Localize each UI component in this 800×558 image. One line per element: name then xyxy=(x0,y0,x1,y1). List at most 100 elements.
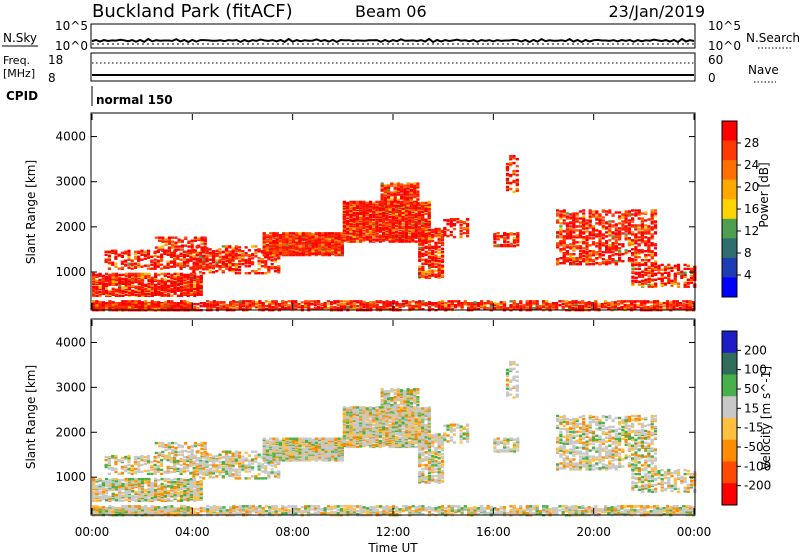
power-cell xyxy=(379,306,382,308)
power-cell xyxy=(522,304,525,306)
power-cell xyxy=(467,302,470,304)
power-cell xyxy=(670,285,673,287)
power-cell xyxy=(218,248,221,250)
power-cell xyxy=(334,232,337,234)
power-cell xyxy=(118,254,121,256)
power-cell xyxy=(192,255,195,257)
power-cell xyxy=(425,251,428,253)
power-cell xyxy=(605,213,608,215)
power-cell xyxy=(111,262,114,264)
power-cell xyxy=(144,288,147,290)
power-cell xyxy=(99,291,102,293)
power-cell xyxy=(288,304,291,306)
power-cell xyxy=(450,218,453,220)
power-cell xyxy=(292,232,295,234)
power-cell xyxy=(192,266,195,268)
power-cell xyxy=(213,300,216,302)
power-cell xyxy=(582,209,585,211)
power-cell xyxy=(654,273,657,275)
power-cell xyxy=(245,259,248,261)
power-cell xyxy=(302,242,305,244)
power-cell xyxy=(466,218,469,220)
power-cell xyxy=(644,240,647,242)
power-cell xyxy=(595,233,598,235)
power-cell xyxy=(425,302,428,304)
power-cell xyxy=(605,245,608,247)
nsky-panel: N.Sky 10^5 10^0 10^5 10^0 N.Search xyxy=(2,19,800,53)
power-cell xyxy=(579,225,582,227)
power-cell xyxy=(425,228,428,230)
power-cell xyxy=(428,306,431,308)
power-cell xyxy=(387,195,390,197)
power-cell xyxy=(108,268,111,270)
power-cell xyxy=(271,306,274,308)
power-cell xyxy=(569,253,572,255)
power-cell xyxy=(236,304,239,306)
power-echo-cells xyxy=(92,155,696,311)
power-cell xyxy=(170,295,173,297)
power-cell xyxy=(563,222,566,224)
power-cell xyxy=(225,263,228,265)
power-cell xyxy=(128,300,131,302)
power-cell xyxy=(131,268,134,270)
power-cell xyxy=(463,221,466,223)
power-cell xyxy=(124,260,127,262)
power-cell xyxy=(167,285,170,287)
power-cell xyxy=(288,300,291,302)
power-cell xyxy=(315,232,318,234)
power-cell xyxy=(680,271,683,273)
power-cell xyxy=(576,217,579,219)
power-cell xyxy=(199,267,202,269)
power-cell xyxy=(272,232,275,234)
power-cell xyxy=(212,265,215,267)
power-cell xyxy=(105,283,108,285)
power-cell xyxy=(154,301,157,303)
power-cell xyxy=(359,201,362,203)
power-cell xyxy=(582,241,585,243)
power-cell xyxy=(413,182,416,184)
power-cell xyxy=(199,256,202,258)
power-cell xyxy=(506,173,509,175)
power-cell xyxy=(579,229,582,231)
power-cell xyxy=(192,249,195,251)
power-cell xyxy=(431,302,434,304)
power-cell xyxy=(644,224,647,226)
power-cell xyxy=(684,264,687,266)
power-cell xyxy=(647,230,650,232)
power-cell xyxy=(566,250,569,252)
power-cell xyxy=(559,225,562,227)
power-cell xyxy=(428,229,431,231)
power-cell xyxy=(441,251,444,253)
power-cell xyxy=(395,231,398,233)
power-cell xyxy=(558,304,561,306)
power-cell xyxy=(353,201,356,203)
power-cell xyxy=(289,232,292,234)
power-cell xyxy=(612,242,615,244)
power-cell xyxy=(163,266,166,268)
power-cell xyxy=(454,300,457,302)
power-cell xyxy=(598,262,601,264)
power-cell xyxy=(346,235,349,237)
power-cell xyxy=(670,267,673,269)
power-cell xyxy=(413,202,416,204)
freq-tick-bottom: 8 xyxy=(48,71,56,85)
power-cell xyxy=(661,264,664,266)
power-cell xyxy=(397,182,400,184)
power-cell xyxy=(251,245,254,247)
power-cell xyxy=(209,270,212,272)
power-cell xyxy=(552,302,555,304)
power-cell xyxy=(245,246,248,248)
power-cell xyxy=(134,286,137,288)
power-cell xyxy=(664,272,667,274)
power-cell xyxy=(641,223,644,225)
power-cell xyxy=(615,232,618,234)
power-cell xyxy=(158,246,161,248)
power-cell xyxy=(161,237,164,239)
power-cell xyxy=(183,254,186,256)
power-cell xyxy=(556,231,559,233)
power-cell xyxy=(395,301,398,303)
power-cell xyxy=(108,251,111,253)
power-cell xyxy=(200,302,203,304)
power-cell xyxy=(510,243,513,245)
power-cell xyxy=(92,286,95,288)
